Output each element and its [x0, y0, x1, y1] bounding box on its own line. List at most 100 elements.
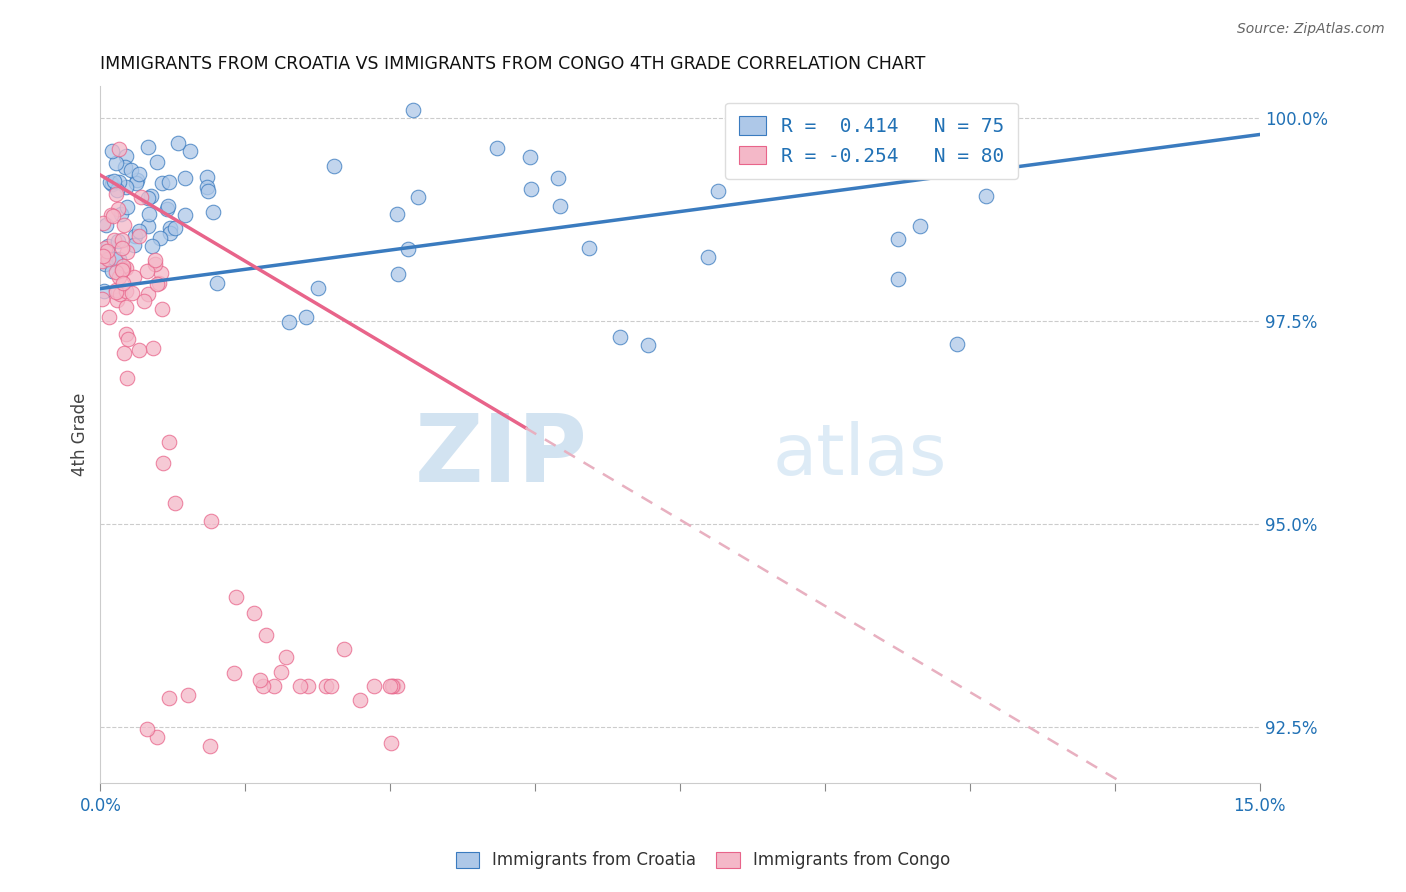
Point	[295, 310, 318, 325]
Point	[148, 276, 170, 290]
Point	[107, 202, 129, 216]
Point	[135, 722, 157, 736]
Point	[101, 177, 124, 191]
Point	[121, 285, 143, 300]
Point	[380, 736, 402, 750]
Point	[159, 221, 181, 235]
Point	[315, 679, 337, 693]
Point	[101, 209, 124, 223]
Point	[401, 103, 423, 117]
Point	[398, 242, 420, 256]
Point	[157, 691, 180, 706]
Text: ZIP: ZIP	[415, 409, 588, 501]
Text: Source: ZipAtlas.com: Source: ZipAtlas.com	[1237, 22, 1385, 37]
Point	[150, 302, 173, 317]
Point	[167, 136, 190, 150]
Point	[149, 231, 172, 245]
Point	[349, 693, 371, 707]
Point	[201, 204, 224, 219]
Text: IMMIGRANTS FROM CROATIA VS IMMIGRANTS FROM CONGO 4TH GRADE CORRELATION CHART: IMMIGRANTS FROM CROATIA VS IMMIGRANTS FR…	[100, 55, 925, 73]
Legend: Immigrants from Croatia, Immigrants from Congo: Immigrants from Croatia, Immigrants from…	[446, 841, 960, 880]
Point	[104, 252, 127, 266]
Point	[93, 284, 115, 298]
Point	[547, 171, 569, 186]
Point	[157, 176, 180, 190]
Point	[174, 208, 197, 222]
Point	[114, 161, 136, 175]
Point	[945, 336, 967, 351]
Point	[225, 590, 247, 604]
Point	[117, 370, 139, 384]
Point	[111, 259, 134, 273]
Point	[90, 292, 112, 306]
Point	[207, 276, 229, 290]
Point	[97, 252, 120, 266]
Point	[117, 332, 139, 346]
Point	[179, 145, 201, 159]
Point	[103, 173, 125, 187]
Point	[136, 140, 159, 154]
Point	[111, 262, 134, 277]
Point	[578, 241, 600, 255]
Point	[105, 156, 128, 170]
Point	[105, 183, 128, 197]
Point	[105, 283, 128, 297]
Point	[105, 187, 128, 202]
Point	[910, 219, 932, 233]
Point	[114, 326, 136, 341]
Point	[129, 190, 152, 204]
Point	[222, 665, 245, 680]
Point	[98, 175, 121, 189]
Point	[548, 199, 571, 213]
Point	[124, 229, 146, 244]
Point	[263, 679, 285, 693]
Point	[120, 163, 142, 178]
Point	[97, 239, 120, 253]
Point	[125, 172, 148, 186]
Point	[128, 343, 150, 357]
Point	[200, 514, 222, 528]
Point	[128, 167, 150, 181]
Point	[277, 315, 299, 329]
Point	[159, 227, 181, 241]
Point	[122, 269, 145, 284]
Point	[887, 232, 910, 246]
Point	[150, 266, 173, 280]
Point	[91, 216, 114, 230]
Point	[125, 176, 148, 190]
Point	[142, 341, 165, 355]
Point	[249, 673, 271, 687]
Point	[114, 149, 136, 163]
Point	[97, 310, 120, 324]
Point	[697, 250, 720, 264]
Point	[112, 276, 135, 290]
Point	[143, 253, 166, 268]
Point	[108, 269, 131, 284]
Point	[110, 207, 132, 221]
Point	[406, 190, 429, 204]
Point	[520, 182, 543, 196]
Point	[114, 260, 136, 275]
Point	[378, 679, 401, 693]
Point	[143, 257, 166, 271]
Point	[150, 176, 173, 190]
Point	[195, 170, 218, 185]
Point	[152, 456, 174, 470]
Point	[136, 191, 159, 205]
Point	[136, 264, 159, 278]
Point	[243, 606, 266, 620]
Point	[117, 245, 139, 260]
Point	[274, 649, 297, 664]
Point	[128, 224, 150, 238]
Point	[94, 219, 117, 233]
Point	[111, 262, 134, 277]
Point	[94, 256, 117, 270]
Point	[114, 285, 136, 299]
Point	[145, 154, 167, 169]
Point	[156, 202, 179, 216]
Point	[485, 141, 508, 155]
Point	[122, 238, 145, 252]
Point	[974, 189, 997, 203]
Point	[107, 142, 129, 156]
Point	[381, 679, 404, 693]
